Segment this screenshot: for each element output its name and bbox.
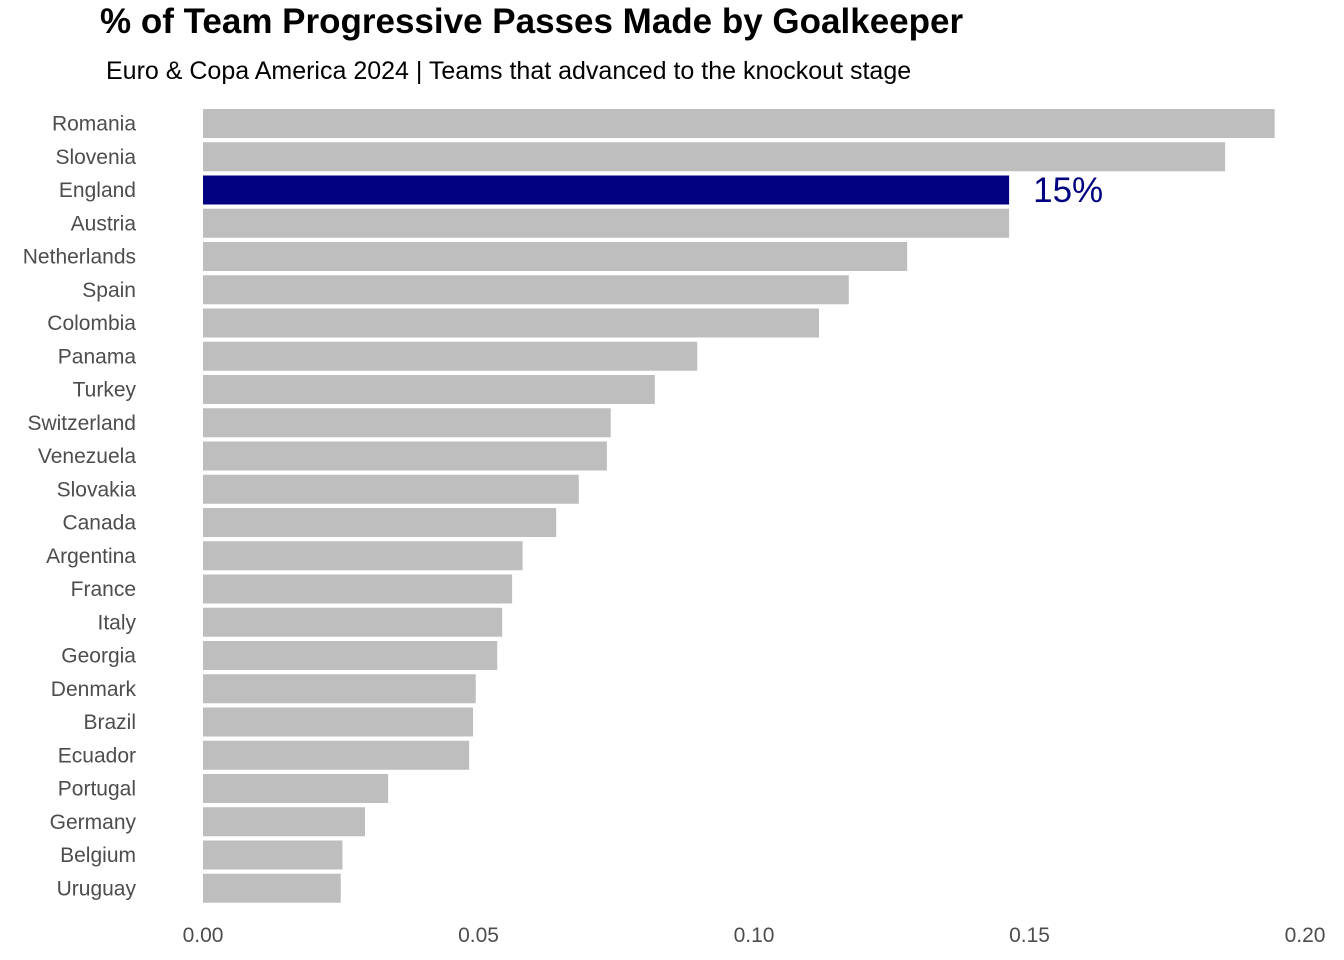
y-tick-label-slovakia: Slovakia <box>57 478 137 501</box>
x-tick-label: 0.00 <box>183 924 224 947</box>
y-tick-label-romania: Romania <box>52 113 136 136</box>
y-tick-label-spain: Spain <box>82 279 136 302</box>
y-tick-label-georgia: Georgia <box>61 645 136 668</box>
y-tick-label-austria: Austria <box>71 212 137 235</box>
bar-canada <box>203 508 557 537</box>
y-tick-label-venezuela: Venezuela <box>38 445 136 468</box>
y-tick-label-germany: Germany <box>50 811 137 834</box>
bar-venezuela <box>203 441 607 471</box>
bar-denmark <box>203 674 476 704</box>
y-tick-label-uruguay: Uruguay <box>57 877 137 900</box>
bar-georgia <box>203 641 498 670</box>
bar-panama <box>203 341 698 371</box>
bar-romania <box>203 109 1275 138</box>
chart-title: % of Team Progressive Passes Made by Goa… <box>100 2 964 41</box>
y-tick-label-france: France <box>71 578 136 601</box>
y-tick-label-colombia: Colombia <box>47 312 136 335</box>
bar-belgium <box>203 840 343 870</box>
x-tick-label: 0.05 <box>458 924 499 947</box>
y-tick-label-switzerland: Switzerland <box>27 412 136 435</box>
bar-colombia <box>203 308 820 338</box>
bar-argentina <box>203 541 523 571</box>
y-tick-label-canada: Canada <box>62 512 136 535</box>
x-tick-label: 0.15 <box>1009 924 1050 947</box>
bar-portugal <box>203 774 389 803</box>
x-tick-label: 0.20 <box>1285 924 1326 947</box>
y-tick-label-brazil: Brazil <box>83 711 136 734</box>
y-tick-label-netherlands: Netherlands <box>23 246 136 269</box>
y-tick-label-turkey: Turkey <box>73 379 137 402</box>
bar-england <box>203 175 1010 205</box>
bar-brazil <box>203 707 473 737</box>
bar-italy <box>203 607 503 637</box>
bar-turkey <box>203 375 655 404</box>
bar-germany <box>203 807 365 837</box>
y-tick-label-italy: Italy <box>97 611 136 634</box>
bar-austria <box>203 208 1010 238</box>
bar-france <box>203 574 513 604</box>
highlight-value-label: 15% <box>1033 171 1103 210</box>
y-tick-label-belgium: Belgium <box>60 844 136 867</box>
bar-netherlands <box>203 242 908 271</box>
y-tick-label-ecuador: Ecuador <box>58 744 136 767</box>
y-tick-label-slovenia: Slovenia <box>55 146 136 169</box>
y-tick-label-argentina: Argentina <box>46 545 136 568</box>
bar-switzerland <box>203 408 611 438</box>
y-tick-label-denmark: Denmark <box>51 678 137 701</box>
bar-slovenia <box>203 142 1226 172</box>
bar-ecuador <box>203 740 470 770</box>
x-tick-label: 0.10 <box>734 924 775 947</box>
y-tick-label-panama: Panama <box>58 345 137 368</box>
chart-subtitle: Euro & Copa America 2024 | Teams that ad… <box>106 57 912 85</box>
bar-slovakia <box>203 474 579 504</box>
bar-spain <box>203 275 849 305</box>
bar-uruguay <box>203 873 341 903</box>
y-tick-label-england: England <box>59 179 136 202</box>
y-tick-label-portugal: Portugal <box>58 778 136 801</box>
